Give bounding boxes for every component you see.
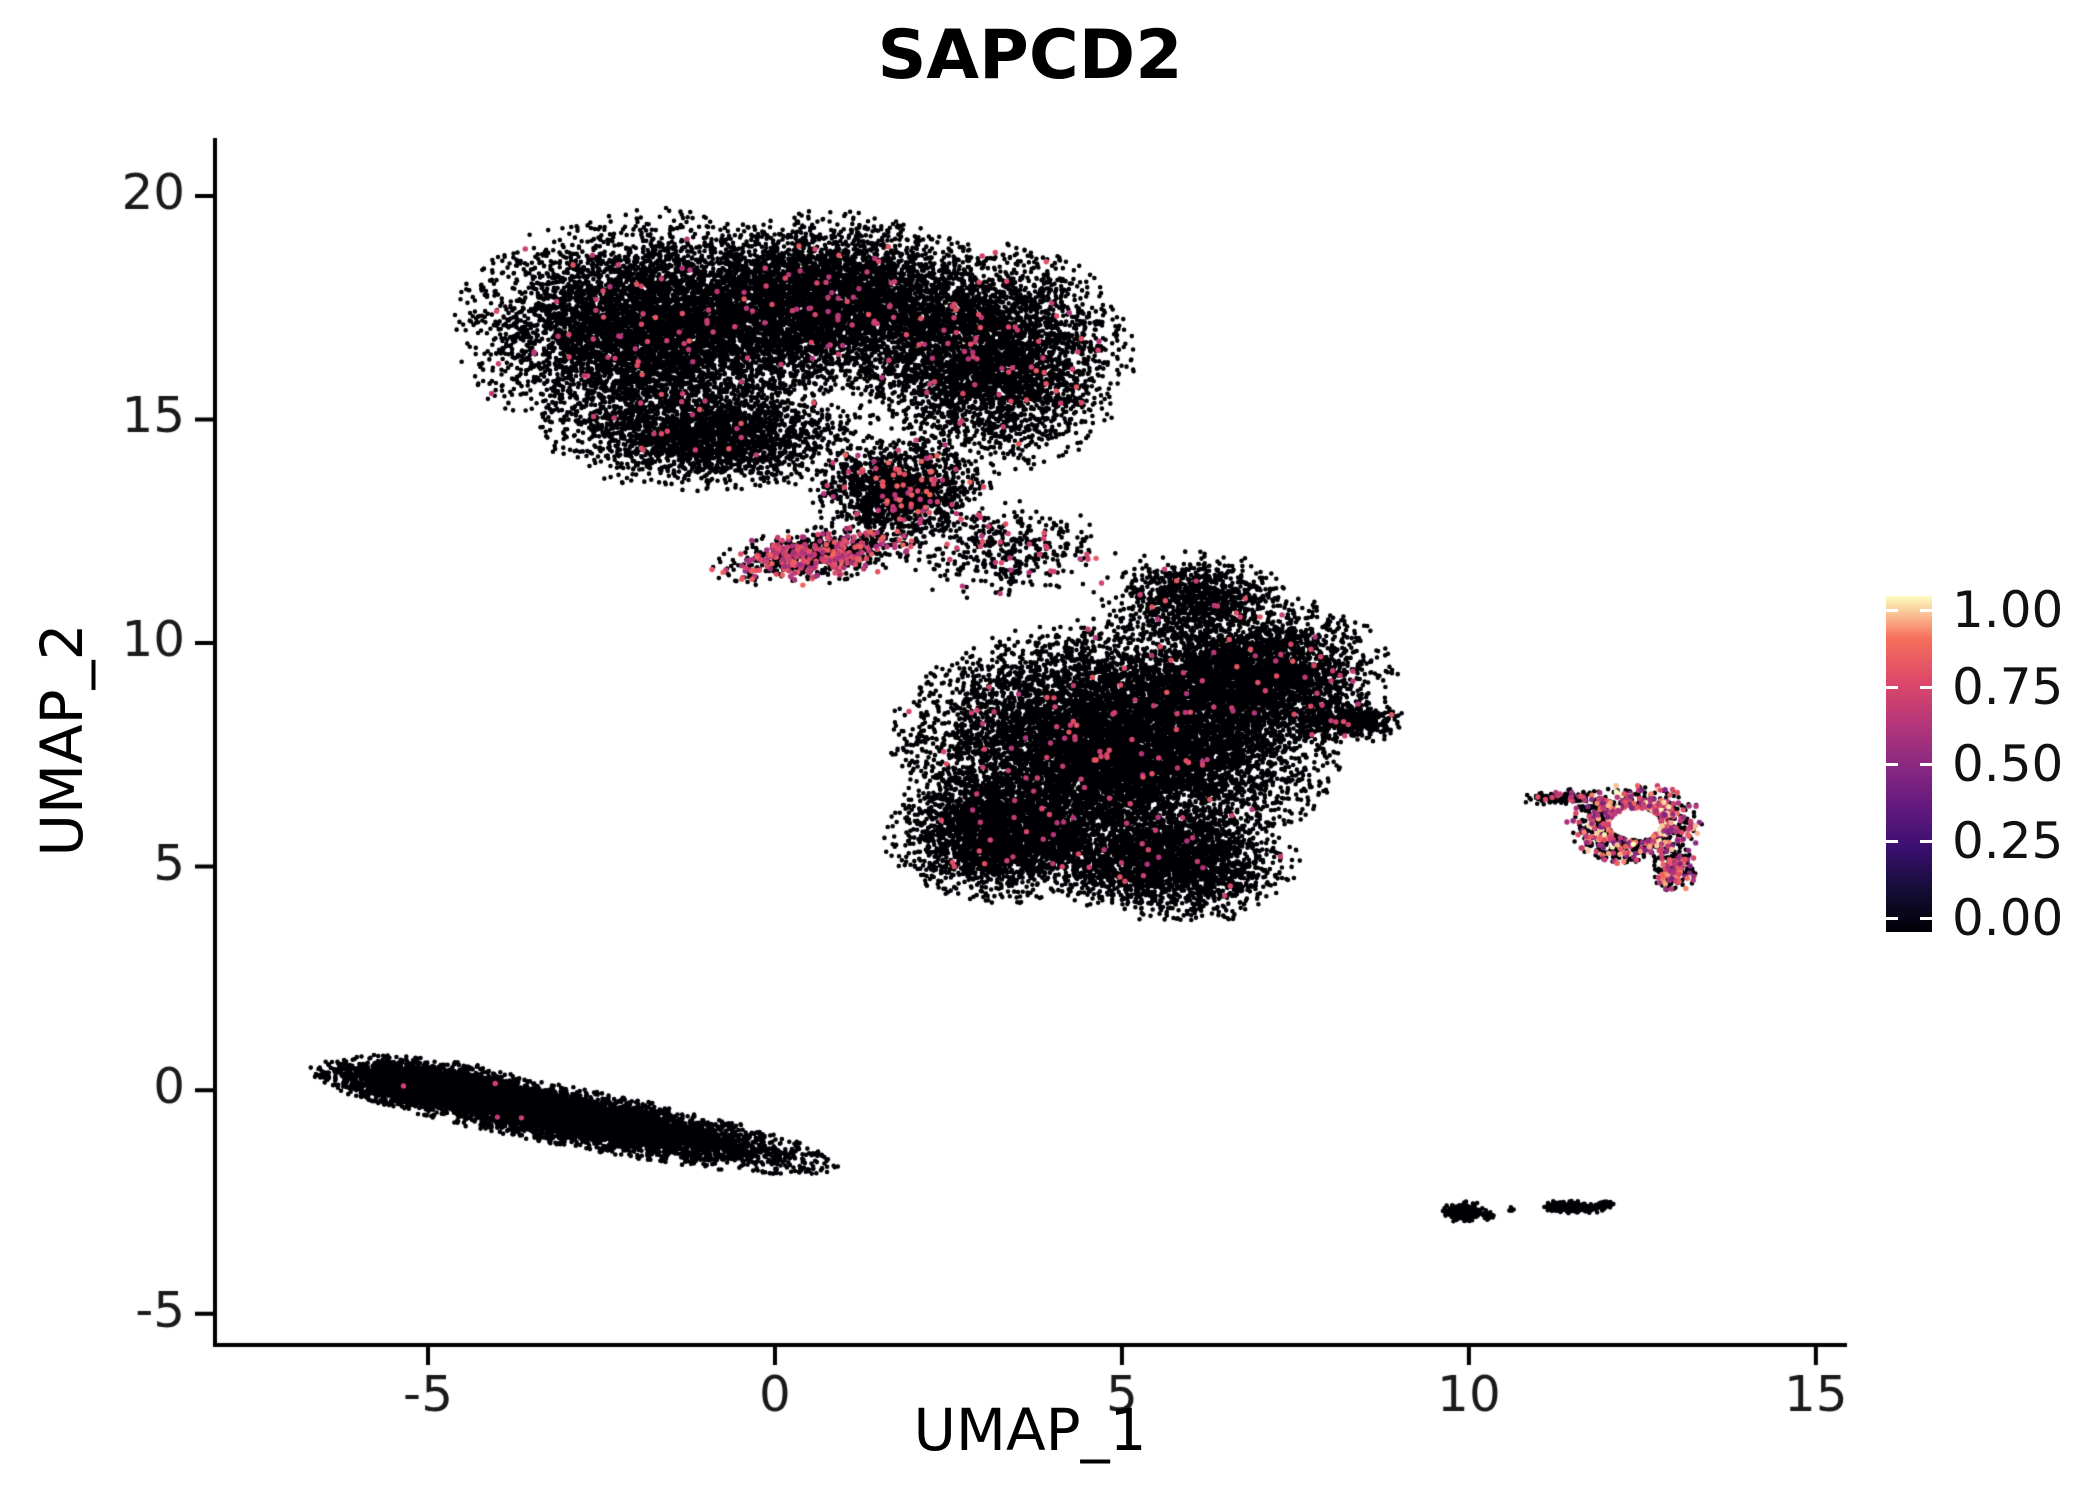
- colorbar-gradient: [1886, 596, 1932, 932]
- y-axis-label: UMAP_2: [28, 623, 96, 857]
- x-axis-label: UMAP_1: [913, 1396, 1147, 1464]
- plot-title: SAPCD2: [877, 16, 1183, 95]
